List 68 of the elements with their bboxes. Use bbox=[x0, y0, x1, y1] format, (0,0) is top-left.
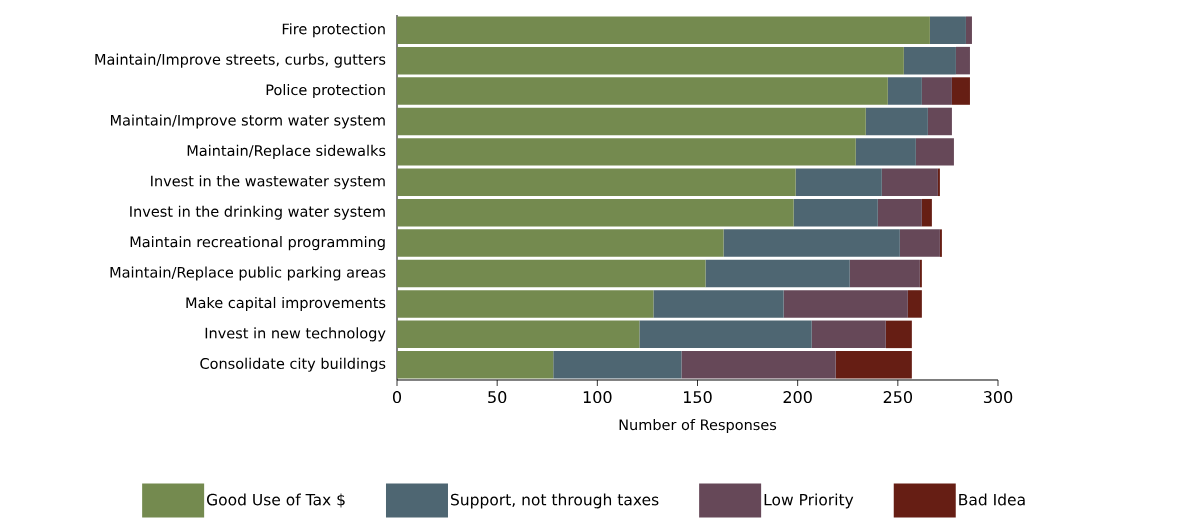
bar bbox=[653, 289, 784, 318]
bar bbox=[811, 320, 886, 348]
y-tick-label: Maintain/Replace sidewalks bbox=[187, 144, 386, 159]
y-tick-label: Invest in new technology bbox=[205, 327, 386, 342]
bar bbox=[937, 168, 940, 196]
bar bbox=[397, 16, 930, 44]
bar bbox=[849, 259, 920, 288]
bar bbox=[865, 107, 928, 135]
bar bbox=[919, 259, 922, 288]
bar bbox=[929, 16, 966, 44]
legend-label: Good Use of Tax $ bbox=[207, 493, 345, 508]
bar bbox=[903, 46, 956, 75]
y-tick-label: Maintain/Improve streets, curbs, gutters bbox=[95, 53, 386, 68]
bar bbox=[951, 77, 970, 105]
bar bbox=[795, 168, 882, 196]
bar bbox=[723, 229, 900, 257]
y-tick-label: Consolidate city buildings bbox=[200, 357, 386, 372]
bar bbox=[939, 229, 942, 257]
bar bbox=[397, 107, 866, 135]
y-tick-label: Invest in the drinking water system bbox=[130, 205, 385, 220]
bar bbox=[793, 198, 878, 227]
bar bbox=[397, 137, 856, 166]
bar bbox=[397, 77, 888, 105]
bar bbox=[915, 137, 954, 166]
bar bbox=[397, 46, 904, 75]
bar bbox=[397, 168, 796, 196]
bar bbox=[881, 168, 938, 196]
bar bbox=[921, 77, 952, 105]
bar bbox=[397, 259, 706, 288]
bar bbox=[783, 289, 908, 318]
x-axis-title: Number of Responses bbox=[619, 418, 777, 433]
bar bbox=[899, 229, 940, 257]
bar bbox=[553, 350, 682, 379]
bar bbox=[965, 16, 972, 44]
y-tick-label: Maintain recreational programming bbox=[130, 235, 385, 250]
bar bbox=[907, 289, 922, 318]
bar bbox=[681, 350, 836, 379]
legend-label: Support, not through taxes bbox=[451, 493, 659, 509]
y-tick-label: Fire protection bbox=[282, 22, 385, 37]
bar bbox=[835, 350, 912, 379]
x-tick-label: 100 bbox=[583, 390, 612, 403]
bar bbox=[921, 198, 932, 227]
x-tick-label: 150 bbox=[683, 390, 712, 403]
y-tick-label: Police protection bbox=[266, 83, 385, 98]
legend-label: Low Priority bbox=[764, 493, 854, 509]
bar bbox=[397, 350, 554, 379]
bar bbox=[397, 320, 640, 348]
bar bbox=[705, 259, 850, 288]
y-tick-label: Make capital improvements bbox=[186, 296, 386, 311]
bar bbox=[397, 198, 794, 227]
y-tick-label: Maintain/Replace public parking areas bbox=[110, 266, 386, 281]
bar bbox=[885, 320, 912, 348]
x-tick-label: 300 bbox=[983, 390, 1013, 403]
bar bbox=[397, 229, 724, 257]
bar bbox=[927, 107, 952, 135]
x-tick-label: 0 bbox=[392, 390, 402, 403]
bar bbox=[955, 46, 970, 75]
y-tick-label: Invest in the wastewater system bbox=[151, 175, 385, 190]
x-tick-label: 50 bbox=[488, 390, 507, 403]
x-tick-label: 200 bbox=[783, 390, 812, 403]
bar bbox=[887, 77, 922, 105]
bar bbox=[877, 198, 922, 227]
bar bbox=[639, 320, 812, 348]
bar bbox=[397, 289, 654, 318]
y-tick-label: Maintain/Improve storm water system bbox=[110, 114, 385, 129]
legend-label: Bad Idea bbox=[959, 493, 1025, 506]
x-tick-label: 250 bbox=[883, 390, 913, 403]
bar bbox=[855, 137, 916, 166]
